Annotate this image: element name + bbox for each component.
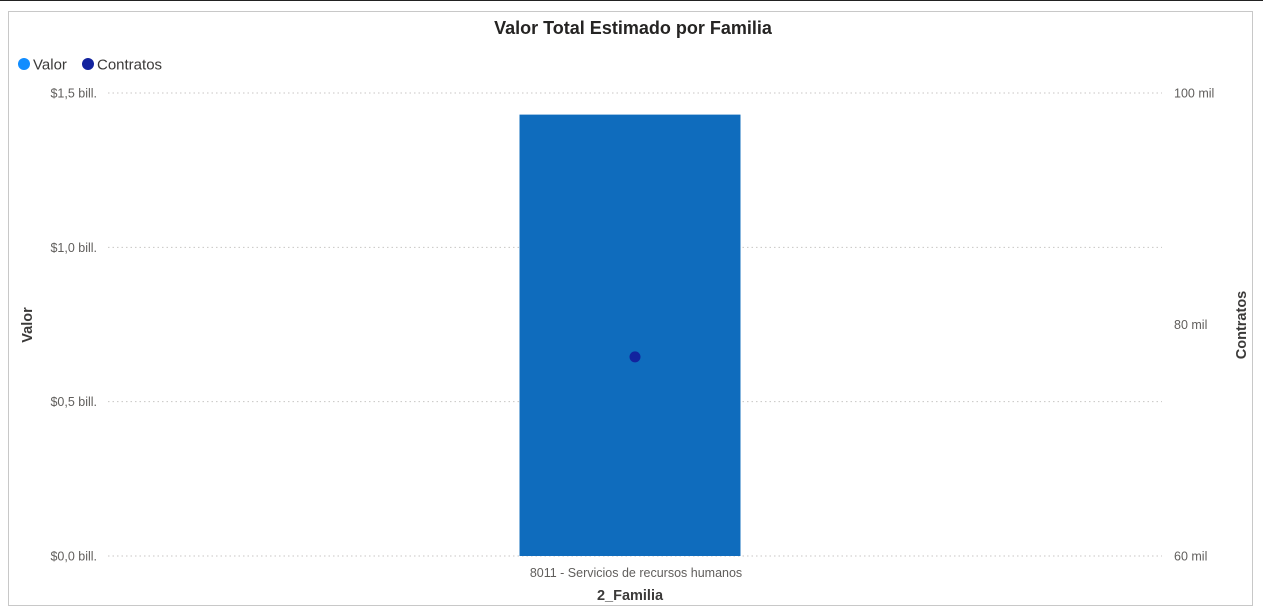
category-labels: 8011 - Servicios de recursos humanos	[530, 566, 742, 580]
y-tick-label-2: $1,0 bill.	[50, 241, 97, 255]
legend-marker-1[interactable]	[82, 58, 94, 70]
bar-0[interactable]	[519, 114, 741, 557]
x-axis-title: 2_Familia	[597, 588, 664, 604]
legend-label-1[interactable]: Contratos	[97, 57, 162, 74]
y-tick-label-1: $0,5 bill.	[50, 395, 97, 409]
legend-marker-0[interactable]	[18, 58, 30, 70]
point-series	[629, 351, 641, 363]
y2-axis-title: Contratos	[1234, 291, 1250, 359]
chart-title: Valor Total Estimado por Familia	[494, 18, 773, 38]
y-tick-label-0: $0,0 bill.	[50, 550, 97, 564]
legend-label-0[interactable]: Valor	[33, 57, 67, 74]
right-axis-ticks: 60 mil 80 mil 100 mil	[1174, 87, 1214, 564]
y-tick-label-3: $1,5 bill.	[50, 87, 97, 101]
y2-tick-label-1: 80 mil	[1174, 318, 1207, 332]
point-0[interactable]	[629, 351, 641, 363]
left-axis-ticks: $0,0 bill. $0,5 bill. $1,0 bill. $1,5 bill.	[50, 87, 97, 564]
y-axis-title: Valor	[20, 307, 36, 343]
top-border-line	[0, 0, 1263, 1]
y2-tick-label-2: 100 mil	[1174, 87, 1214, 101]
legend[interactable]: Valor Contratos	[18, 57, 162, 74]
bar-series	[519, 114, 741, 557]
y2-tick-label-0: 60 mil	[1174, 550, 1207, 564]
category-label-0: 8011 - Servicios de recursos humanos	[530, 566, 742, 580]
